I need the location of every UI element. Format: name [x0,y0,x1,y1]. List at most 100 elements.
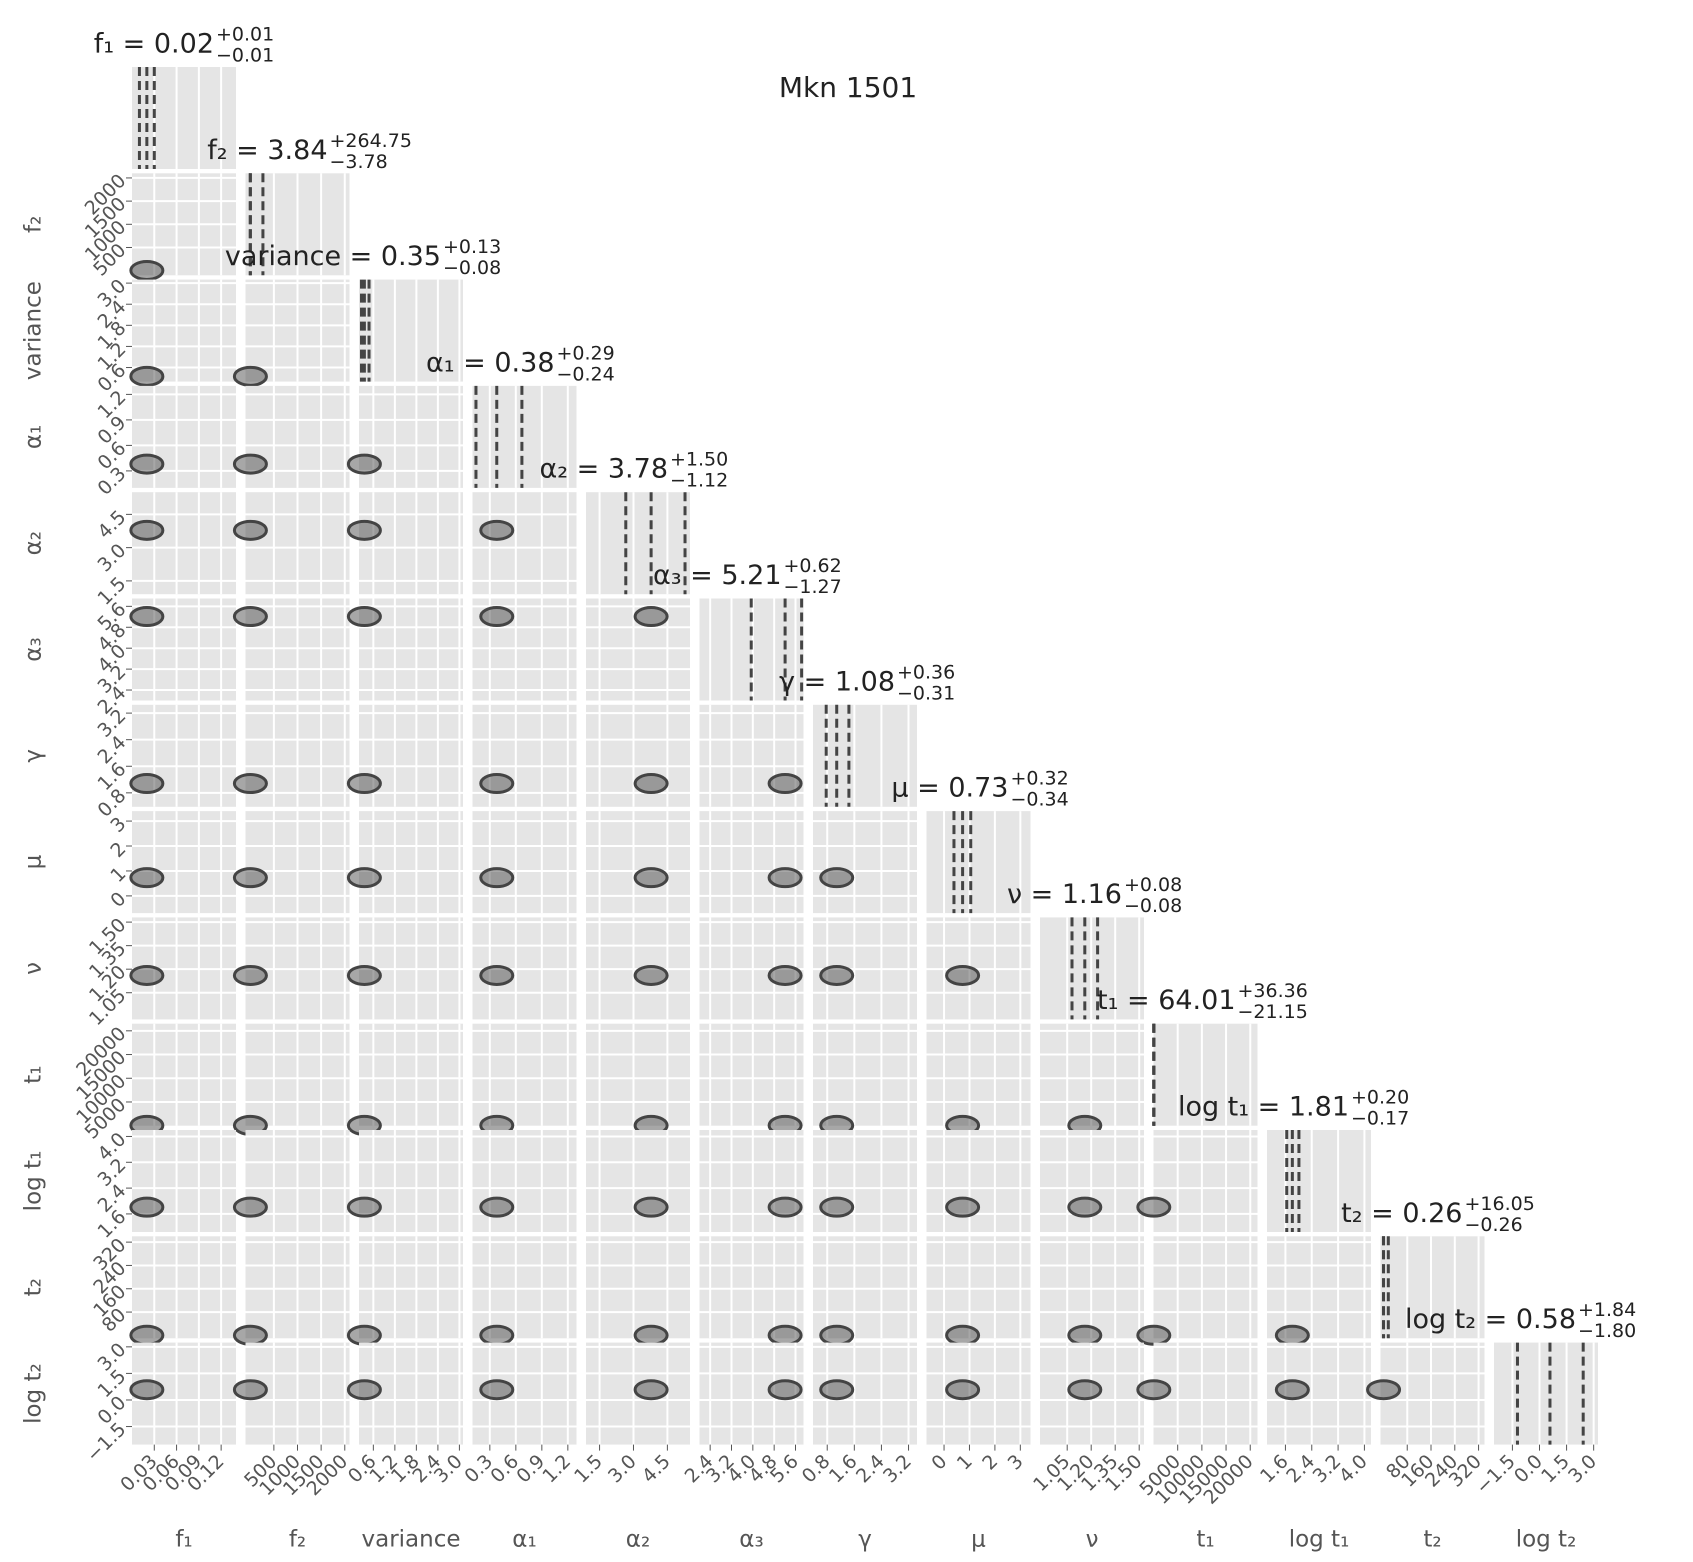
density-contour [479,519,515,541]
density-contour [633,1379,669,1401]
panel [813,811,917,914]
upper-error: +0.08 [1124,874,1182,896]
panel [132,492,236,595]
density-contour [945,1379,981,1401]
density-contour [1136,1379,1172,1401]
lower-error: −0.26 [1465,1214,1523,1236]
upper-error: +16.05 [1465,1193,1535,1215]
x-axis-label: ν [1086,1527,1099,1553]
y-tick-label: 1 [106,863,130,887]
density-contour [129,365,165,387]
y-axis-label: α₁ [21,425,47,449]
chart-title: Mkn 1501 [779,71,917,104]
lower-error: −0.24 [557,363,615,385]
density-contour [1067,1196,1103,1218]
lower-error: −1.12 [670,470,728,492]
density-contour [346,1379,382,1401]
density-contour [1274,1324,1310,1346]
density-contour [129,1324,165,1346]
y-tick-label: 3.2 [94,705,131,742]
param-title: t₂ = 0.26 [1341,1198,1462,1229]
panel [1267,1342,1371,1445]
density-contour [129,1379,165,1401]
y-axis-label: variance [21,281,47,380]
lower-error: −0.31 [897,682,955,704]
x-tick-label: 1 [953,1450,977,1474]
panel [586,704,690,807]
panel [1153,1023,1258,1126]
panel [1267,1236,1371,1339]
x-tick-label: 4.0 [1335,1450,1372,1487]
panel [926,1023,1031,1126]
y-tick-label: 2 [106,838,130,862]
panel [813,1236,917,1339]
density-contour [767,1379,803,1401]
panel [132,704,236,807]
panel [132,598,236,701]
panel [1380,1236,1485,1339]
lower-error: −0.34 [1011,789,1069,811]
density-contour [232,519,268,541]
upper-error: +0.13 [443,236,501,258]
x-axis-label: f₂ [289,1527,306,1553]
density-contour [129,259,165,281]
density-contour [479,1324,515,1346]
density-contour [1067,1324,1103,1346]
density-contour [232,867,268,889]
panel [1267,1130,1371,1232]
density-contour [945,964,981,986]
panel [472,492,577,595]
density-contour [346,773,382,795]
y-tick-label: 4.5 [94,506,131,543]
density-contour [129,867,165,889]
lower-error: −0.08 [1124,895,1182,917]
y-axis-label: α₂ [21,531,47,555]
density-contour [633,1196,669,1218]
param-title: μ = 0.73 [891,773,1008,804]
panel [813,704,917,807]
panel [926,1236,1031,1339]
x-axis-label: μ [971,1527,986,1553]
y-tick-label: 1.2 [94,386,131,423]
density-contour [633,773,669,795]
y-tick-label: 3 [106,813,130,837]
panel [472,1023,577,1126]
panel [359,1023,463,1126]
density-contour [346,1196,382,1218]
density-contour [767,1324,803,1346]
panel [132,1236,236,1339]
panel [699,811,804,914]
x-axis-label: α₁ [512,1527,536,1553]
panel [586,1023,690,1126]
upper-error: +0.62 [784,555,842,577]
x-tick-label: 4.5 [638,1450,675,1487]
density-contour [633,964,669,986]
upper-error: +36.36 [1238,980,1308,1002]
param-title: variance = 0.35 [225,241,441,272]
panel [359,598,463,701]
x-axis-label: log t₂ [1516,1527,1577,1553]
y-tick-label: 3.0 [94,540,131,577]
param-title: f₁ = 0.02 [94,29,214,60]
upper-error: +0.32 [1011,768,1069,790]
density-contour [633,867,669,889]
density-contour [346,867,382,889]
panel [586,1236,690,1339]
upper-error: +0.29 [557,342,615,364]
x-tick-label: 3 [1004,1450,1028,1474]
density-contour [633,606,669,628]
panel [813,1342,917,1445]
upper-error: +1.50 [670,449,728,471]
density-contour [819,867,855,889]
density-contour [767,1196,803,1218]
x-tick-label: 3.0 [430,1450,467,1487]
lower-error: −1.27 [784,576,842,598]
density-contour [129,453,165,475]
density-contour [232,365,268,387]
panel [132,1023,236,1126]
lower-error: −1.80 [1578,1320,1636,1342]
x-tick-label: 0 [927,1450,951,1474]
x-tick-label: 3.0 [1564,1450,1601,1487]
density-contour [767,773,803,795]
panel [132,279,236,382]
